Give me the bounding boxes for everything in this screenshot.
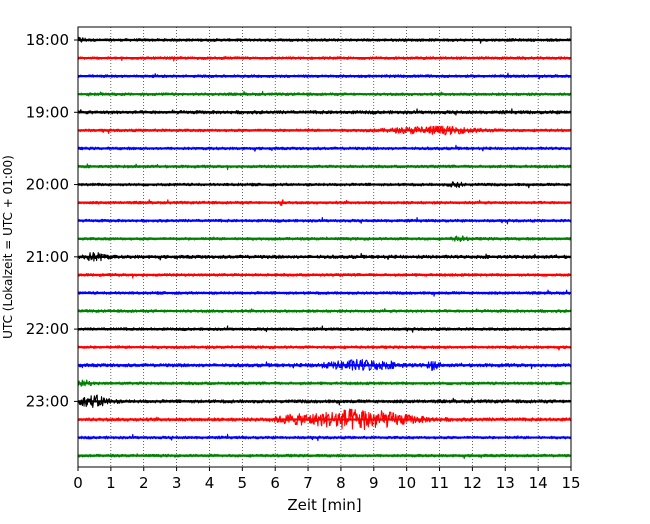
x-tick-label: 14 [529, 474, 548, 492]
x-tick-label: 11 [430, 474, 449, 492]
x-tick-label: 3 [172, 474, 182, 492]
y-tick-layer: 18:00 19:00 20:00 21:00 22:00 23:00 [26, 31, 78, 410]
y-tick-label: 19:00 [26, 103, 69, 121]
grid-layer [110, 27, 539, 467]
x-tick-label: 10 [397, 474, 416, 492]
x-tick-label: 12 [463, 474, 482, 492]
x-tick-label: 4 [205, 474, 215, 492]
y-tick-label: 18:00 [26, 31, 69, 49]
y-tick-label: 20:00 [26, 176, 69, 194]
y-tick-label: 22:00 [26, 320, 69, 338]
y-tick-label: 21:00 [26, 248, 69, 266]
x-tick-label: 7 [303, 474, 313, 492]
x-tick-label: 6 [270, 474, 280, 492]
trace-layer [77, 36, 572, 459]
x-tick-label: 9 [369, 474, 379, 492]
plot-frame [77, 26, 572, 468]
seismic-trace [77, 251, 572, 262]
x-tick-layer: 0 1 2 3 4 5 6 7 8 9 10 11 12 13 14 15 [73, 467, 581, 492]
y-axis-label: UTC (Lokalzeit = UTC + 01:00) [1, 155, 15, 339]
y-tick-label: 23:00 [26, 392, 69, 410]
x-tick-label: 0 [73, 474, 83, 492]
x-tick-label: 5 [238, 474, 248, 492]
x-axis-label: Zeit [min] [287, 496, 361, 514]
x-tick-label: 1 [106, 474, 116, 492]
x-tick-label: 13 [496, 474, 515, 492]
x-tick-label: 8 [336, 474, 346, 492]
x-tick-label: 15 [561, 474, 580, 492]
x-tick-label: 2 [139, 474, 149, 492]
